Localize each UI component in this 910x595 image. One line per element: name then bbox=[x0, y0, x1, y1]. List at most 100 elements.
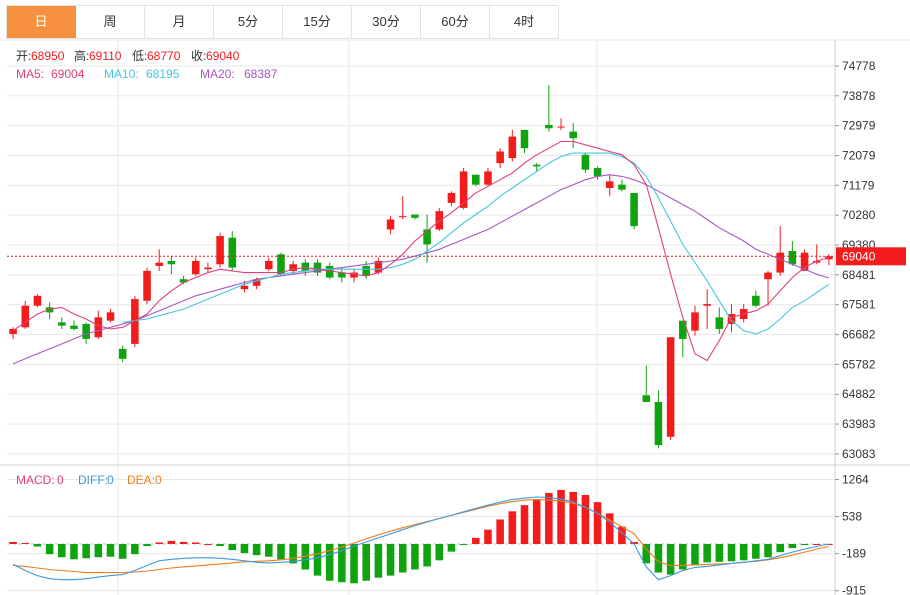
candle bbox=[557, 118, 565, 130]
ma-lines bbox=[12, 140, 830, 365]
candle bbox=[411, 214, 419, 220]
candle-body bbox=[240, 285, 249, 290]
candle-body bbox=[800, 252, 809, 271]
price-tick-label: 63983 bbox=[842, 417, 876, 431]
candle-body bbox=[265, 260, 273, 270]
candle-body bbox=[569, 131, 577, 139]
diff-value: 0 bbox=[107, 473, 114, 487]
macd-bar bbox=[654, 543, 663, 573]
candle-body bbox=[752, 295, 760, 306]
tab-60min[interactable]: 60分 bbox=[421, 6, 490, 38]
candle-body bbox=[727, 314, 736, 324]
price-tick-label: 70280 bbox=[842, 208, 876, 222]
macd-bar bbox=[386, 543, 395, 576]
price-tick-label: 74778 bbox=[842, 59, 876, 73]
macd-bar bbox=[58, 543, 66, 558]
candle-body bbox=[545, 124, 553, 129]
candle bbox=[715, 307, 724, 334]
macd-bar bbox=[520, 505, 529, 544]
tab-5min[interactable]: 5分 bbox=[214, 6, 283, 38]
candle bbox=[752, 290, 760, 308]
macd-bar bbox=[642, 543, 651, 564]
candle bbox=[764, 270, 772, 306]
candle bbox=[581, 153, 590, 174]
candle-body bbox=[423, 229, 431, 245]
macd-bar bbox=[191, 542, 200, 544]
macd-bar bbox=[21, 542, 30, 544]
tab-week[interactable]: 周 bbox=[76, 6, 145, 38]
macd-bar bbox=[398, 543, 407, 573]
macd-bar bbox=[325, 543, 334, 581]
ma10-value: 68195 bbox=[146, 67, 180, 81]
candle bbox=[508, 129, 517, 162]
macd-bar bbox=[472, 537, 480, 544]
candle bbox=[131, 295, 139, 348]
candle-body bbox=[179, 279, 188, 283]
tab-15min[interactable]: 15分 bbox=[283, 6, 352, 38]
macd-bar bbox=[313, 543, 322, 576]
candle-body bbox=[167, 260, 176, 265]
macd-bar bbox=[374, 543, 383, 578]
price-tick-label: 66682 bbox=[842, 328, 876, 342]
tab-month[interactable]: 月 bbox=[145, 6, 214, 38]
tab-30min[interactable]: 30分 bbox=[352, 6, 421, 38]
candle bbox=[691, 305, 699, 336]
candle bbox=[191, 257, 200, 276]
macd-bar bbox=[496, 519, 504, 544]
candle bbox=[532, 163, 541, 172]
macd-bar bbox=[545, 492, 553, 544]
candle-body bbox=[131, 299, 139, 344]
macd-bar bbox=[277, 543, 285, 560]
tab-4hour[interactable]: 4时 bbox=[490, 6, 559, 38]
candle-body bbox=[106, 312, 115, 321]
candle bbox=[593, 166, 602, 180]
macd-bar bbox=[739, 543, 748, 561]
candle-body bbox=[58, 322, 66, 326]
macd-bar bbox=[45, 543, 54, 555]
candle bbox=[350, 269, 358, 283]
macd-bar bbox=[569, 491, 577, 544]
candle bbox=[825, 253, 833, 266]
diff-label: DIFF: bbox=[78, 473, 108, 487]
candle-body bbox=[325, 265, 334, 278]
macd-bar bbox=[800, 543, 809, 545]
macd-label: MACD: bbox=[16, 473, 55, 487]
macd-bar bbox=[240, 543, 249, 554]
ma20-value: 68387 bbox=[244, 67, 278, 81]
candle-body bbox=[374, 260, 383, 273]
candle-body bbox=[642, 395, 651, 402]
candle bbox=[106, 309, 115, 323]
candle bbox=[143, 267, 151, 305]
macd-bar bbox=[788, 543, 797, 549]
candle-body bbox=[557, 126, 565, 128]
macd-bar bbox=[155, 542, 163, 544]
macd-tick-label: -915 bbox=[842, 584, 866, 595]
macd-bar bbox=[508, 511, 517, 544]
macd-bar bbox=[204, 543, 212, 545]
candle-body bbox=[386, 219, 395, 230]
candle bbox=[386, 216, 395, 235]
macd-bar bbox=[106, 543, 115, 557]
candle-body bbox=[666, 337, 675, 437]
macd-bar bbox=[143, 543, 151, 547]
candle-body bbox=[508, 136, 517, 159]
candle-body bbox=[776, 252, 784, 273]
candle-body bbox=[496, 151, 504, 164]
candle bbox=[423, 214, 431, 263]
candle bbox=[472, 174, 480, 187]
macd-bar bbox=[679, 543, 687, 570]
macd-tick-label: 538 bbox=[842, 510, 862, 524]
candle-body bbox=[289, 264, 297, 271]
candle bbox=[520, 129, 529, 154]
macd-bar bbox=[118, 543, 127, 559]
macd-bar bbox=[362, 543, 370, 581]
macd-bar bbox=[289, 543, 297, 564]
macd-bar bbox=[618, 526, 626, 544]
tab-day[interactable]: 日 bbox=[7, 6, 76, 38]
macd-bar bbox=[228, 543, 237, 551]
dea-line bbox=[13, 499, 830, 574]
candle bbox=[605, 174, 614, 197]
candle bbox=[289, 260, 297, 275]
axes: 7477873878729797207971179702806938068481… bbox=[7, 59, 906, 595]
